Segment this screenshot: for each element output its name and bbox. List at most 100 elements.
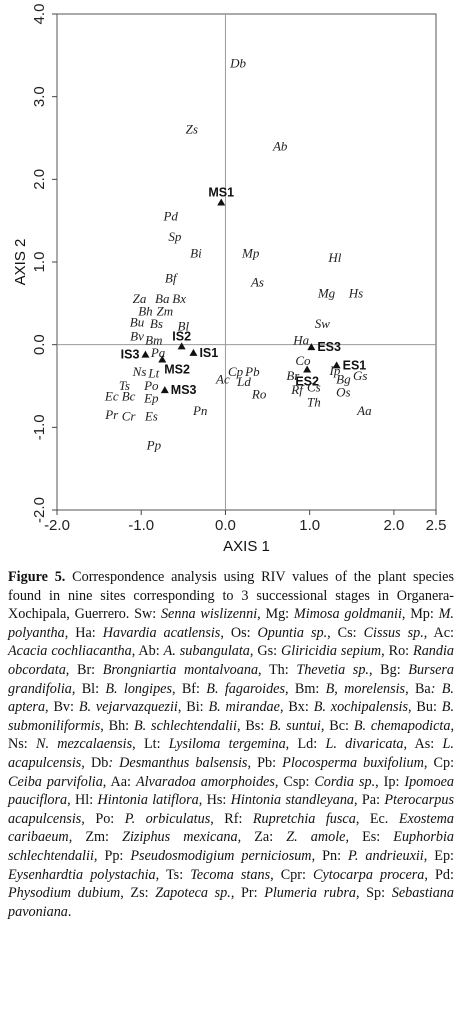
caption-fragment: Tecoma stans, (190, 866, 274, 883)
site-marker-is2 (177, 342, 186, 350)
species-label-lt: Lt (147, 366, 159, 381)
caption-fragment: , Th: (258, 661, 297, 678)
caption-fragment: , Zm: (68, 829, 123, 846)
caption-fragment: B. schlechtendalii (133, 717, 237, 734)
caption-fragment: Physodium dubium (8, 885, 121, 902)
caption-fragment: Z. amole (286, 829, 346, 846)
caption-fragment: Figure 5. (8, 569, 66, 585)
caption-fragment: , Ip: (375, 773, 405, 790)
caption-fragment: , Ab: (131, 643, 164, 660)
species-label-as: As (250, 275, 264, 290)
x-tick-label: 0.0 (215, 517, 236, 534)
species-label-bg: Bg (336, 371, 351, 386)
species-label-cp: Cp (228, 364, 244, 379)
caption-fragment: , Os: (220, 624, 258, 641)
caption-fragment: , Bf: (171, 680, 207, 697)
species-label-th: Th (307, 395, 321, 410)
site-marker-is3 (141, 350, 150, 358)
caption-fragment: , Bs: (236, 717, 270, 734)
caption-fragment: , As: (403, 736, 443, 753)
y-axis-label: AXIS 2 (12, 239, 29, 286)
site-marker-is1 (189, 348, 198, 356)
caption-fragment: , Pp: (93, 847, 131, 864)
caption-fragment: , Zs: (120, 885, 156, 902)
y-tick-label: -2.0 (31, 497, 48, 523)
y-tick-label: 1.0 (31, 252, 48, 273)
caption-fragment: Plocosperma buxifolium (282, 754, 424, 771)
species-label-ab: Ab (272, 138, 288, 153)
site-marker-es2 (303, 365, 312, 373)
caption-fragment: Eysenhardtia polystachia (8, 866, 156, 883)
species-label-bm: Bm (145, 333, 162, 348)
caption-fragment: Alvaradoa amorphoides (135, 773, 275, 790)
caption-fragment: , Ba (405, 680, 431, 697)
species-label-za: Za (133, 291, 147, 306)
caption-fragment: , Ha: (64, 624, 103, 641)
caption-fragment: Acacia cochliacantha (8, 643, 132, 660)
site-label-ms1: MS1 (208, 185, 234, 199)
caption-fragment: Bursera grandifolia (8, 661, 455, 697)
caption-fragment: Euphorbia schlechtendalii (8, 829, 454, 864)
caption-fragment: Hintonia standleyana (230, 792, 355, 809)
caption-fragment: A. subangulata (163, 643, 250, 660)
species-label-bl: Bl (178, 318, 190, 333)
site-marker-ms3 (160, 386, 169, 394)
x-tick-label: 1.0 (299, 517, 320, 534)
species-label-ns: Ns (132, 364, 147, 379)
caption-fragment: Randia obcordata (8, 643, 455, 678)
caption-fragment: B. submoniliformis (8, 699, 454, 734)
caption-fragment: , Ac: (423, 624, 454, 641)
caption-fragment: , Db (81, 754, 109, 771)
x-tick-label: 2.5 (426, 517, 447, 534)
caption-fragment: , Pn: (311, 847, 349, 864)
y-tick-label: 2.0 (31, 169, 48, 190)
site-marker-es3 (307, 343, 316, 351)
site-markers: MS1 IS2 IS1 IS3 MS2 MS3 ES3 ES2 ES1 (121, 185, 367, 397)
site-label-ms3: MS3 (171, 383, 197, 397)
caption-fragment: Ziziphus mexicana (122, 829, 238, 846)
caption-fragment: . (67, 903, 72, 920)
species-label-hl: Hl (327, 250, 341, 265)
species-label-rf: Rf (290, 382, 305, 397)
caption-fragment: Brongniartia montalvoana (102, 661, 259, 678)
caption-fragment: Pterocarpus acapulcensis (8, 792, 454, 827)
caption-fragment: , Ec. (355, 810, 399, 827)
caption-fragment: Cytocarpa procera (313, 866, 425, 883)
reference-lines (57, 14, 436, 510)
caption-fragment: Havardia acatlensis (102, 624, 221, 641)
site-marker-ms1 (217, 198, 226, 206)
caption-fragment: , Pd: (424, 866, 454, 883)
caption-fragment: Cordia sp. (314, 773, 376, 790)
species-label-pb: Pb (244, 364, 260, 379)
species-label-bi: Bi (190, 246, 202, 261)
caption-fragment: , Ep: (423, 847, 454, 864)
species-label-zs: Zs (186, 122, 198, 137)
caption-fragment: Thevetia sp. (296, 661, 369, 678)
site-label-es3: ES3 (317, 340, 341, 354)
caption-fragment: , Mg: (257, 606, 294, 623)
y-axis-ticks: -2.0 -1.0 0.0 1.0 2.0 3.0 4.0 (31, 4, 57, 523)
species-label-db: Db (229, 56, 246, 71)
caption-fragment: , Br: (65, 661, 103, 678)
caption-fragment: Hintonia latiflora (97, 792, 199, 809)
site-marker-es1 (332, 361, 341, 369)
species-label-bs: Bs (150, 316, 163, 331)
caption-fragment: , Aa: (102, 773, 136, 790)
caption-fragment: , Pb: (247, 754, 283, 771)
caption-fragment: B. fagaroides (206, 680, 285, 697)
caption-fragment: Mimosa goldmanii (293, 606, 402, 623)
caption-fragment: Exostema caribaeum (8, 810, 454, 846)
caption-fragment: , Sp: (355, 885, 392, 902)
caption-fragment: Cpr: (273, 866, 314, 883)
caption-fragment: , Po: (81, 810, 125, 827)
caption-fragment: , Bc: (320, 717, 354, 734)
species-label-co: Co (295, 353, 311, 368)
caption-fragment: Cissus sp. (363, 624, 424, 641)
caption-fragment: B. chemapodicta (353, 717, 451, 734)
site-label-es2: ES2 (295, 374, 319, 388)
species-label-cr: Cr (122, 409, 137, 424)
caption-fragment: P. andrieuxii (348, 847, 424, 864)
caption-fragment: , Es: (345, 829, 394, 846)
caption-fragment: , Gs: (249, 643, 282, 660)
caption-fragment: B, morelensis (325, 680, 406, 697)
